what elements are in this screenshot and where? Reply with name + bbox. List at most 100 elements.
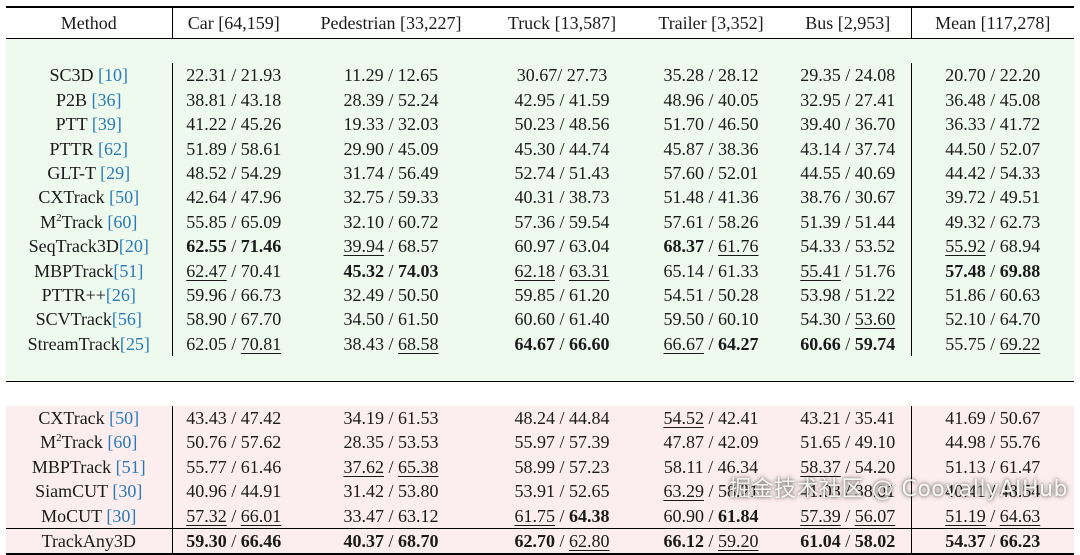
- value-b: 56.07: [854, 505, 896, 526]
- value-b: 59.74: [854, 333, 896, 354]
- value-cell: 63.29 / 58.21: [637, 479, 785, 503]
- method-name: M: [40, 432, 57, 453]
- method-name: MBPTrack: [31, 456, 116, 477]
- col-method: Method: [6, 7, 173, 39]
- col-mean: Mean [117,278]: [935, 13, 1051, 33]
- method-cell: SeqTrack3D[20]: [6, 234, 173, 259]
- value-separator: /: [985, 481, 1000, 502]
- value-b: 58.61: [240, 138, 282, 159]
- value-cell: 65.14 / 61.33: [637, 259, 785, 283]
- value-a: 54.51: [663, 285, 704, 306]
- value-separator: /: [226, 65, 241, 86]
- value-a: 40.31: [514, 187, 555, 208]
- value-a: 54.52: [663, 408, 704, 429]
- table-row: MBPTrack[51] 62.47 / 70.41 45.32 / 74.03 62…: [6, 258, 1074, 284]
- value-cell: 29.35 / 24.08: [785, 63, 912, 88]
- value-b: 55.76: [999, 432, 1041, 453]
- value-a: 54.37: [945, 531, 986, 552]
- value-a: 57.61: [663, 211, 704, 232]
- value-a: 38.81: [186, 89, 227, 110]
- value-a: 38.76: [800, 187, 841, 208]
- value-separator: /: [840, 187, 855, 208]
- method-cell: PTTR [62]: [6, 136, 173, 162]
- value-separator: /: [840, 285, 855, 306]
- citation-link: [25]: [119, 333, 150, 354]
- value-cell: 41.03 / 38.01: [785, 479, 912, 504]
- value-b: 69.88: [999, 260, 1041, 281]
- value-cell: 28.35 / 53.53: [295, 430, 487, 454]
- value-a: 29.90: [343, 138, 384, 159]
- value-cell: 41.69 / 50.67: [911, 406, 1074, 430]
- value-b: 48.56: [569, 114, 610, 135]
- value-separator: /: [226, 260, 241, 281]
- value-a: 55.77: [186, 456, 227, 477]
- value-a: 62.47: [186, 260, 227, 281]
- value-separator: /: [383, 65, 398, 86]
- method-name: MBPTrack: [34, 260, 114, 281]
- table-row: CXTrack [50] 43.43 / 47.42 34.19 / 61.53 48…: [6, 406, 1074, 431]
- citation-link: [50]: [109, 187, 140, 208]
- value-separator: /: [383, 138, 398, 159]
- method-name: SiamCUT: [35, 481, 113, 502]
- value-a: 60.66: [800, 333, 841, 354]
- value-a: 32.75: [343, 187, 384, 208]
- citation-link: [60]: [107, 211, 138, 232]
- value-b: 53.52: [854, 236, 896, 257]
- value-b: 74.03: [398, 260, 439, 281]
- value-cell: 45.32 / 74.03: [295, 259, 487, 283]
- value-separator: /: [383, 187, 398, 208]
- value-b: 54.29: [240, 163, 282, 184]
- value-cell: 51.48 / 41.36: [637, 185, 785, 209]
- value-separator: /: [554, 211, 569, 232]
- value-separator: /: [554, 260, 569, 281]
- value-b: 58.26: [718, 211, 759, 232]
- value-cell: 51.89 / 58.61: [172, 137, 295, 161]
- value-separator: /: [703, 236, 718, 257]
- value-a: 52.74: [514, 163, 555, 184]
- value-b: 63.04: [569, 236, 610, 257]
- group-2-body: CXTrack [50] 43.43 / 47.42 34.19 / 61.53 48…: [6, 380, 1074, 529]
- value-b: 47.42: [240, 408, 282, 429]
- value-separator: /: [554, 236, 569, 257]
- value-a: 57.60: [663, 163, 704, 184]
- value-a: 29.35: [800, 65, 841, 86]
- citation-link: [62]: [98, 138, 128, 159]
- value-b: 44.74: [569, 138, 610, 159]
- value-a: 36.48: [945, 89, 986, 110]
- value-b: 12.65: [397, 65, 439, 86]
- value-b: 69.22: [999, 333, 1041, 354]
- value-a: 48.24: [514, 408, 555, 429]
- value-cell: 36.48 / 45.08: [911, 88, 1074, 112]
- value-a: 51.89: [186, 138, 227, 159]
- value-cell: 32.95 / 27.41: [785, 87, 912, 113]
- citation-link: [36]: [91, 89, 122, 110]
- value-a: 32.10: [343, 211, 384, 232]
- value-a: 43.14: [800, 138, 841, 159]
- group-separator-cell: [6, 380, 1074, 407]
- value-separator: /: [703, 187, 718, 208]
- value-cell: 55.41 / 51.76: [785, 258, 912, 284]
- value-separator: /: [703, 138, 718, 159]
- value-a: 19.33: [343, 114, 384, 135]
- value-a: 59.96: [186, 285, 227, 306]
- citation-link: [29]: [100, 163, 131, 184]
- value-b: 61.33: [718, 260, 759, 281]
- value-cell: 51.70 / 46.50: [637, 112, 785, 136]
- value-b: 21.93: [240, 65, 282, 86]
- value-separator: /: [840, 163, 855, 184]
- value-separator: /: [985, 531, 1000, 552]
- value-b: 61.47: [999, 456, 1041, 477]
- value-cell: 43.43 / 47.42: [172, 406, 295, 430]
- citation-link: [10]: [98, 65, 128, 86]
- value-separator: /: [554, 333, 569, 354]
- value-separator: /: [383, 309, 398, 330]
- value-b: 64.63: [999, 505, 1041, 526]
- method-cell: GLT-T [29]: [6, 161, 173, 186]
- value-separator: /: [383, 236, 398, 257]
- value-a: 59.50: [663, 309, 704, 330]
- value-separator: /: [703, 114, 718, 135]
- value-cell: 51.86 / 60.63: [911, 283, 1074, 307]
- col-truck: Truck [13,587]: [507, 13, 617, 33]
- value-b: 50.28: [718, 285, 759, 306]
- value-separator: /: [840, 260, 855, 281]
